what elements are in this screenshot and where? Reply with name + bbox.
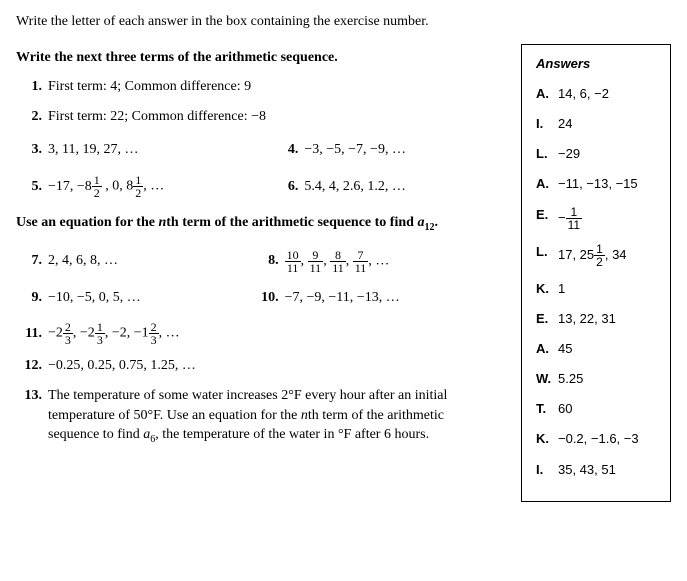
main-layout: Write the next three terms of the arithm…: [16, 44, 671, 502]
question-2: 2. First term: 22; Common difference: −8: [16, 107, 509, 127]
answer-letter: T.: [536, 400, 558, 418]
answer-row: I. 35, 43, 51: [536, 461, 658, 479]
answer-row: T. 60: [536, 400, 658, 418]
question-13: 13. The temperature of some water increa…: [16, 386, 509, 447]
answer-row: L. 17, 2512, 34: [536, 243, 658, 268]
section2-heading: Use an equation for the nth term of the …: [16, 213, 446, 235]
q11-number: 11.: [16, 324, 42, 344]
answer-letter: K.: [536, 280, 558, 298]
answer-row: W. 5.25: [536, 370, 658, 388]
answer-letter: A.: [536, 175, 558, 193]
answer-letter: A.: [536, 340, 558, 358]
answer-letter: L.: [536, 145, 558, 163]
answer-value: 13, 22, 31: [558, 310, 658, 328]
question-11: 11. −223, −213, −2, −123, …: [16, 321, 509, 346]
q8-number: 8.: [253, 251, 279, 271]
q12-number: 12.: [16, 356, 42, 376]
answer-letter: I.: [536, 461, 558, 479]
answer-value: −0.2, −1.6, −3: [558, 430, 658, 448]
answer-row: A. 45: [536, 340, 658, 358]
q7-number: 7.: [16, 251, 42, 271]
answer-letter: K.: [536, 430, 558, 448]
q12-text: −0.25, 0.25, 0.75, 1.25, …: [48, 356, 509, 376]
answer-row: K. 1: [536, 280, 658, 298]
q7-text: 2, 4, 6, 8, …: [48, 251, 118, 271]
q4-number: 4.: [272, 140, 298, 160]
answer-letter: W.: [536, 370, 558, 388]
answer-row: K. −0.2, −1.6, −3: [536, 430, 658, 448]
answer-row: A. −11, −13, −15: [536, 175, 658, 193]
question-1: 1. First term: 4; Common difference: 9: [16, 77, 509, 97]
question-9-10-row: 9. −10, −5, 0, 5, … 10. −7, −9, −11, −13…: [16, 288, 509, 308]
answer-letter: A.: [536, 85, 558, 103]
answer-letter: L.: [536, 243, 558, 268]
q3-text: 3, 11, 19, 27, …: [48, 140, 138, 160]
answer-value: 1: [558, 280, 658, 298]
q13-text: The temperature of some water increases …: [48, 386, 468, 447]
answer-value: −11, −13, −15: [558, 175, 658, 193]
q6-text: 5.4, 4, 2.6, 1.2, …: [304, 177, 406, 197]
q10-text: −7, −9, −11, −13, …: [285, 288, 400, 308]
q4-text: −3, −5, −7, −9, …: [304, 140, 406, 160]
answer-value: 5.25: [558, 370, 658, 388]
answer-value: 14, 6, −2: [558, 85, 658, 103]
q9-number: 9.: [16, 288, 42, 308]
q2-text: First term: 22; Common difference: −8: [48, 107, 509, 127]
q6-number: 6.: [272, 177, 298, 197]
answers-column: Answers A. 14, 6, −2 I. 24 L. −29 A. −11…: [521, 44, 671, 502]
answer-value: 45: [558, 340, 658, 358]
answer-row: E. −111: [536, 206, 658, 231]
questions-column: Write the next three terms of the arithm…: [16, 44, 521, 447]
q2-number: 2.: [16, 107, 42, 127]
answer-row: L. −29: [536, 145, 658, 163]
answer-letter: E.: [536, 310, 558, 328]
question-3-4-row: 3. 3, 11, 19, 27, … 4. −3, −5, −7, −9, …: [16, 140, 509, 160]
q1-text: First term: 4; Common difference: 9: [48, 77, 509, 97]
answer-value: −29: [558, 145, 658, 163]
answer-value: −111: [558, 206, 658, 231]
answer-letter: E.: [536, 206, 558, 231]
answers-heading: Answers: [536, 55, 658, 73]
answer-letter: I.: [536, 115, 558, 133]
question-7-8-row: 7. 2, 4, 6, 8, … 8. 1011, 911, 811, 711,…: [16, 249, 509, 274]
answer-row: I. 24: [536, 115, 658, 133]
question-12: 12. −0.25, 0.25, 0.75, 1.25, …: [16, 356, 509, 376]
q8-text: 1011, 911, 811, 711, …: [285, 249, 390, 274]
q9-text: −10, −5, 0, 5, …: [48, 288, 141, 308]
q11-text: −223, −213, −2, −123, …: [48, 321, 509, 346]
answer-value: 35, 43, 51: [558, 461, 658, 479]
q10-number: 10.: [253, 288, 279, 308]
answer-row: A. 14, 6, −2: [536, 85, 658, 103]
section1-heading: Write the next three terms of the arithm…: [16, 48, 509, 68]
answer-value: 60: [558, 400, 658, 418]
q3-number: 3.: [16, 140, 42, 160]
answer-row: E. 13, 22, 31: [536, 310, 658, 328]
q13-number: 13.: [16, 386, 42, 447]
q5-number: 5.: [16, 177, 42, 197]
question-5-6-row: 5. −17, −812 , 0, 812, … 6. 5.4, 4, 2.6,…: [16, 174, 509, 199]
instruction-text: Write the letter of each answer in the b…: [16, 12, 671, 32]
q5-text: −17, −812 , 0, 812, …: [48, 174, 164, 199]
answer-value: 17, 2512, 34: [558, 243, 658, 268]
answers-box: Answers A. 14, 6, −2 I. 24 L. −29 A. −11…: [521, 44, 671, 502]
answer-value: 24: [558, 115, 658, 133]
q1-number: 1.: [16, 77, 42, 97]
